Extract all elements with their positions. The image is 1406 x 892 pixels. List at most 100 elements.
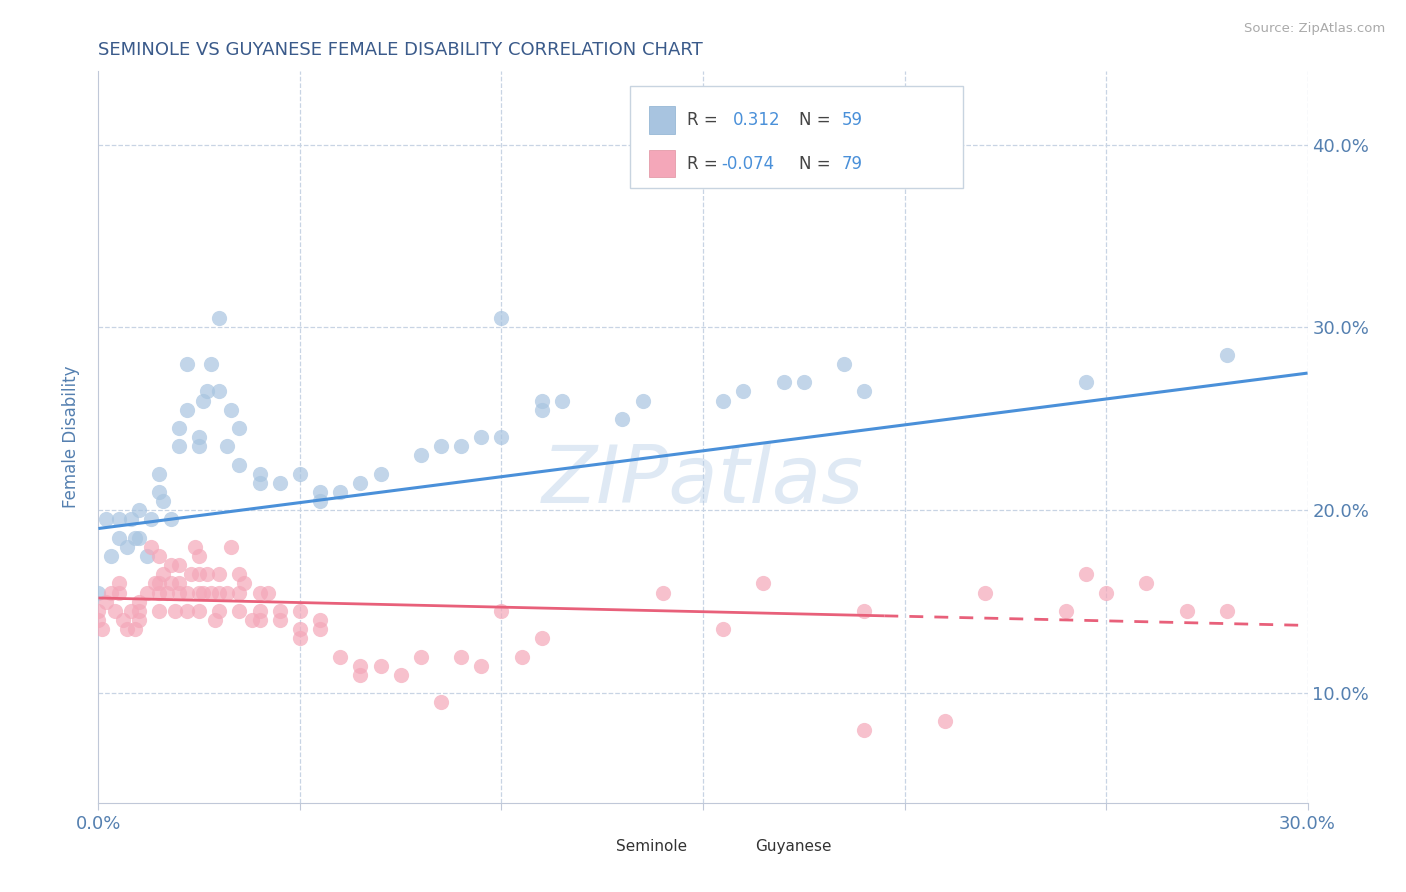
Point — [217, 585, 239, 599]
Point — [148, 549, 170, 563]
Text: N =: N = — [799, 112, 835, 129]
Point — [188, 549, 211, 563]
Point — [232, 576, 254, 591]
Point — [217, 439, 239, 453]
Point — [176, 402, 198, 417]
Point — [853, 604, 876, 618]
Point — [309, 485, 332, 500]
Point — [148, 576, 170, 591]
Point — [240, 613, 263, 627]
Point — [180, 567, 202, 582]
Text: SEMINOLE VS GUYANESE FEMALE DISABILITY CORRELATION CHART: SEMINOLE VS GUYANESE FEMALE DISABILITY C… — [98, 41, 703, 59]
Point — [200, 357, 222, 371]
Point — [107, 585, 129, 599]
Point — [148, 604, 170, 618]
Point — [853, 384, 876, 399]
Point — [288, 467, 311, 481]
Point — [269, 475, 291, 490]
Point — [370, 658, 392, 673]
Point — [349, 667, 371, 681]
Text: 0.312: 0.312 — [734, 112, 780, 129]
Point — [249, 467, 271, 481]
Point — [188, 439, 211, 453]
Point — [96, 512, 118, 526]
Point — [309, 613, 332, 627]
Point — [128, 594, 150, 608]
Point — [167, 558, 190, 573]
Point — [256, 585, 278, 599]
Point — [288, 632, 311, 646]
Point — [176, 357, 198, 371]
Point — [389, 667, 412, 681]
Point — [309, 494, 332, 508]
Point — [100, 585, 122, 599]
Point — [139, 540, 162, 554]
Point — [1095, 585, 1118, 599]
Point — [200, 585, 222, 599]
Point — [711, 622, 734, 636]
Point — [128, 503, 150, 517]
Point — [450, 439, 472, 453]
Point — [1074, 375, 1097, 389]
Point — [349, 475, 371, 490]
Point — [551, 393, 574, 408]
Point — [188, 585, 211, 599]
Point — [1074, 567, 1097, 582]
Point — [128, 531, 150, 545]
Point — [772, 375, 794, 389]
Point — [188, 567, 211, 582]
Point — [450, 649, 472, 664]
Point — [204, 613, 226, 627]
Point — [167, 439, 190, 453]
Point — [115, 540, 138, 554]
Point — [249, 613, 271, 627]
Point — [91, 622, 114, 636]
Point — [752, 576, 775, 591]
Point — [167, 576, 190, 591]
Point — [193, 393, 215, 408]
Point — [163, 604, 186, 618]
Point — [148, 485, 170, 500]
Point — [228, 421, 250, 435]
Point — [152, 494, 174, 508]
Point — [470, 658, 492, 673]
Point — [249, 604, 271, 618]
Point — [115, 622, 138, 636]
Point — [249, 475, 271, 490]
Point — [103, 604, 125, 618]
Point — [228, 585, 250, 599]
Point — [329, 649, 352, 664]
Text: Guyanese: Guyanese — [755, 839, 831, 855]
Point — [288, 604, 311, 618]
Point — [208, 585, 231, 599]
Point — [934, 714, 956, 728]
Point — [195, 567, 218, 582]
Point — [221, 540, 243, 554]
FancyBboxPatch shape — [648, 106, 675, 134]
Point — [120, 604, 142, 618]
Point — [470, 430, 492, 444]
Point — [87, 585, 110, 599]
FancyBboxPatch shape — [582, 832, 609, 862]
Point — [167, 421, 190, 435]
Point — [733, 384, 755, 399]
Point — [409, 649, 432, 664]
Point — [193, 585, 215, 599]
Point — [128, 613, 150, 627]
Point — [100, 549, 122, 563]
Point — [1216, 348, 1239, 362]
Point — [160, 558, 183, 573]
Point — [139, 512, 162, 526]
Text: R =: R = — [688, 112, 723, 129]
Point — [249, 585, 271, 599]
Point — [491, 311, 513, 326]
FancyBboxPatch shape — [630, 86, 963, 188]
Point — [124, 531, 146, 545]
Point — [167, 585, 190, 599]
Point — [711, 393, 734, 408]
Point — [156, 585, 179, 599]
Point — [148, 585, 170, 599]
Point — [135, 585, 157, 599]
Point — [208, 604, 231, 618]
Point — [184, 540, 207, 554]
